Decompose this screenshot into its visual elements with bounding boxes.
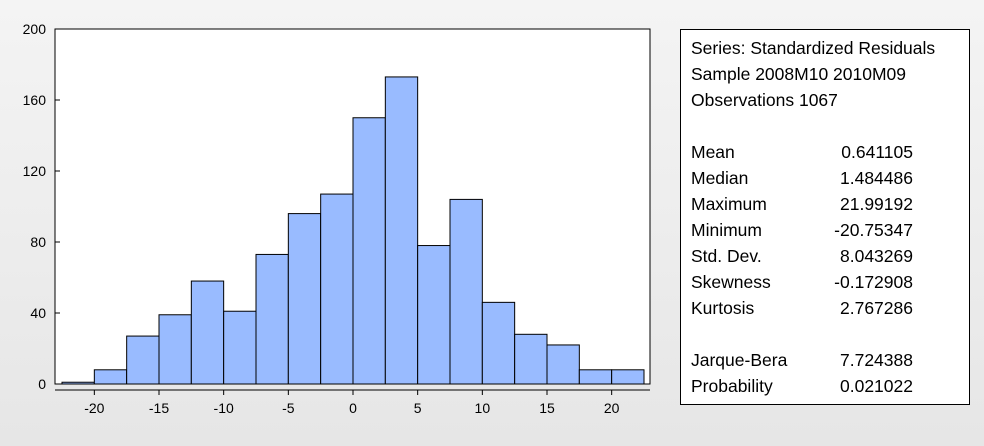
histogram-bar-14 — [514, 333, 548, 385]
stat-label: Maximum — [691, 194, 767, 214]
stat-label: Kurtosis — [691, 298, 755, 318]
stat-row: Kurtosis 2.767286 — [691, 298, 913, 322]
histogram-bar-5 — [223, 310, 257, 385]
stat-label: Median — [691, 168, 749, 188]
histogram-bar-2 — [126, 335, 160, 385]
histogram-bar-11 — [417, 245, 451, 385]
histogram-bar-3 — [158, 314, 192, 385]
histogram-bar-10 — [384, 76, 419, 385]
stat-label: Mean — [691, 142, 735, 162]
histogram-bar-6 — [255, 253, 289, 385]
x-tick-label: 10 — [475, 400, 491, 416]
y-tick-label: 200 — [23, 21, 47, 37]
stat-row: Skewness -0.172908 — [691, 272, 913, 296]
stat-row: Mean 0.641105 — [691, 142, 913, 166]
stat-row: Std. Dev. 8.043269 — [691, 246, 913, 270]
x-tick-label: -15 — [149, 400, 169, 416]
x-tick-label: -5 — [282, 400, 295, 416]
histogram-bar-15 — [546, 344, 580, 385]
histogram-bar-1 — [93, 369, 128, 385]
x-tick-label: -10 — [214, 400, 234, 416]
histogram-bar-16 — [578, 369, 613, 385]
histogram-bars — [61, 76, 645, 385]
stat-row: Median 1.484486 — [691, 168, 913, 192]
stats-header-line: Series: Standardized Residuals — [691, 38, 936, 58]
stats-header-line: Sample 2008M10 2010M09 — [691, 64, 907, 84]
stat-value: 2.767286 — [840, 298, 913, 318]
stat-value: 0.641105 — [841, 142, 913, 162]
x-tick-label: 0 — [349, 400, 357, 416]
x-tick-label: -20 — [84, 400, 104, 416]
stat-value: 1.484486 — [840, 168, 913, 188]
y-tick-label: 160 — [23, 92, 47, 108]
stat-value: 7.724388 — [840, 350, 913, 370]
stat-value: 21.99192 — [840, 194, 913, 214]
stat-row: Maximum 21.99192 — [691, 194, 913, 218]
stat-label: Jarque-Bera — [691, 350, 788, 370]
x-tick-label: 5 — [414, 400, 422, 416]
histogram-bar-17 — [611, 369, 645, 385]
histogram-bar-7 — [287, 213, 322, 385]
y-tick-label: 120 — [23, 163, 47, 179]
stat-value: -20.75347 — [834, 220, 913, 240]
x-tick-label: 15 — [539, 400, 555, 416]
stat-row: Jarque-Bera 7.724388 — [691, 350, 913, 374]
histogram-bar-12 — [449, 198, 483, 385]
stat-label: Minimum — [691, 220, 762, 240]
stats-header-line: Observations 1067 — [691, 90, 838, 110]
stat-label: Probability — [691, 376, 773, 396]
statistics-panel: Series: Standardized Residuals Sample 200… — [680, 29, 970, 405]
stat-label: Std. Dev. — [691, 246, 762, 266]
y-tick-label: 80 — [30, 234, 46, 250]
stat-label: Skewness — [691, 272, 771, 292]
stat-value: 8.043269 — [840, 246, 913, 266]
stat-value: 0.021022 — [840, 376, 913, 396]
stat-value: -0.172908 — [834, 272, 913, 292]
histogram-bar-4 — [190, 280, 225, 385]
axes: 0 40 80 120 160 200 -20 -15 -10 -5 0 5 10 15 20 — [23, 21, 650, 416]
y-tick-label: 0 — [38, 376, 46, 392]
y-tick-label: 40 — [30, 305, 46, 321]
stat-row: Probability 0.021022 — [691, 376, 913, 400]
histogram-bar-0 — [61, 381, 95, 385]
stat-row: Minimum -20.75347 — [691, 220, 913, 244]
histogram-bar-9 — [352, 117, 386, 385]
histogram-bar-8 — [320, 193, 354, 385]
histogram-bar-13 — [481, 301, 516, 385]
x-tick-label: 20 — [604, 400, 620, 416]
